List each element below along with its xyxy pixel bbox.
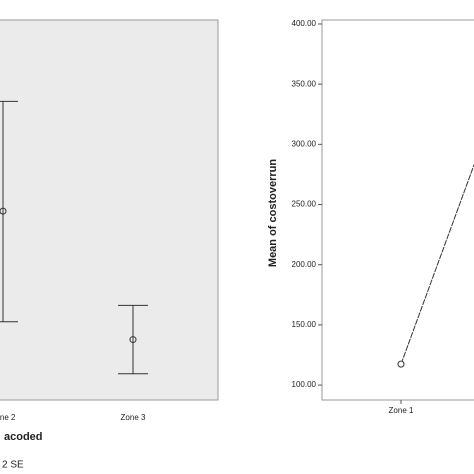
- y-axis-title: Mean of costoverrun: [267, 159, 279, 267]
- y-tick-label: 100.00: [292, 380, 317, 389]
- x-tick-label: Zone 1: [389, 406, 414, 415]
- mean-point: [129, 336, 137, 344]
- footnote: 2 SE: [2, 460, 24, 471]
- y-tick-label: 300.00: [292, 139, 317, 148]
- y-tick-label: 350.00: [292, 79, 317, 88]
- x-axis-title: acoded: [4, 431, 43, 443]
- y-tick-label: 250.00: [292, 200, 317, 209]
- x-tick-label: Zone 3: [121, 413, 146, 422]
- y-tick-label: 400.00: [292, 19, 317, 28]
- point: [397, 360, 405, 368]
- y-tick-label: 200.00: [292, 260, 317, 269]
- mean-point: [0, 207, 7, 215]
- plot-area: [0, 19, 219, 401]
- plot-area: [321, 19, 474, 401]
- x-tick-label: Zone 2: [0, 413, 16, 422]
- line: [400, 163, 474, 365]
- y-tick-label: 150.00: [292, 320, 317, 329]
